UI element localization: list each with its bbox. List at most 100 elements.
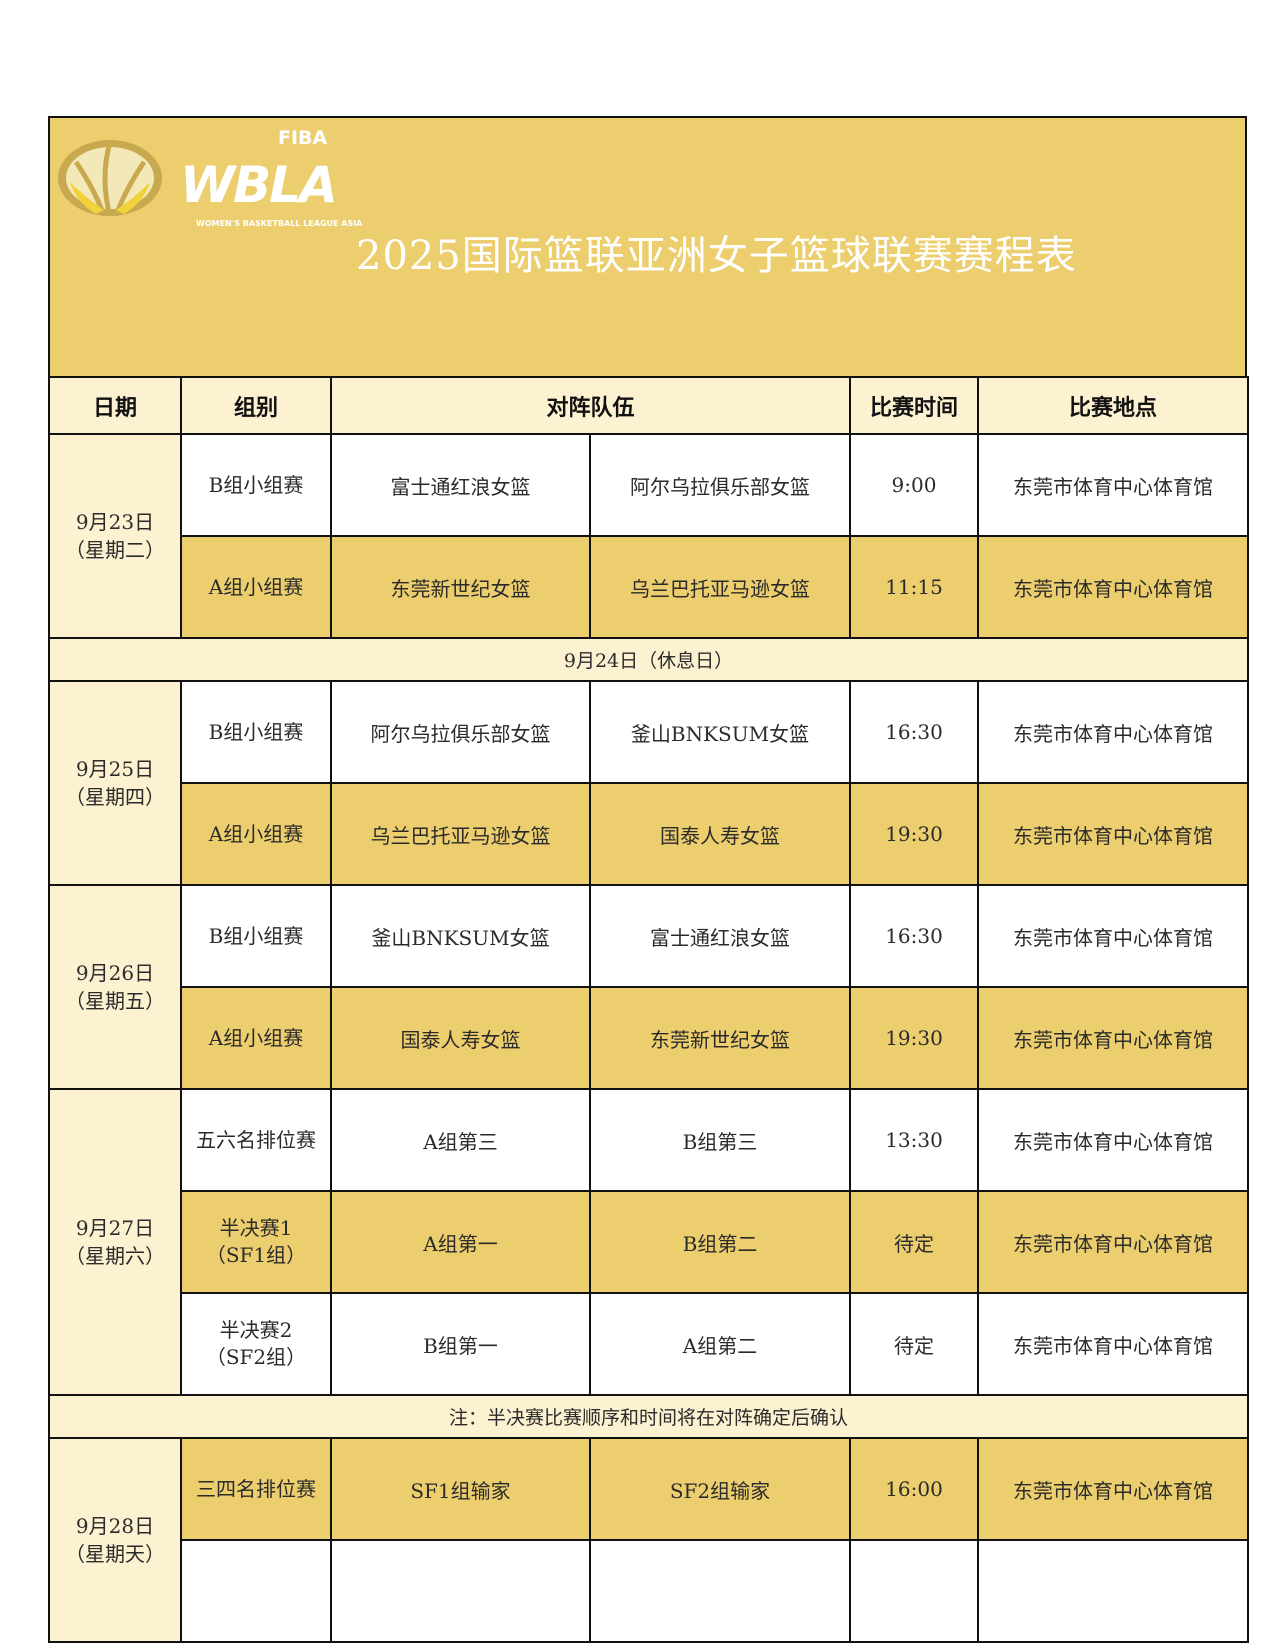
header-row: 日期 组别 对阵队伍 比赛时间 比赛地点 [48,376,1250,435]
time-cell: 16:00 [849,1437,980,1541]
time-cell: 16:30 [849,680,980,784]
date-cell: 9月23日 （星期二） [48,433,182,639]
stage-cell: B组小组赛 [180,433,332,537]
weekday-text: （星期四） [65,785,165,809]
team2-cell: B组第三 [588,1088,852,1192]
match-row: 9月27日 （星期六） 五六名排位赛 A组第三 B组第三 13:30 东莞市体育中心体育馆 [48,1088,1250,1396]
weekday-text: （星期六） [65,1244,165,1268]
stage-text: 半决赛2 [219,1318,293,1342]
team1-cell: 阿尔乌拉俱乐部女篮 [330,680,591,784]
stage-cell: A组小组赛 [180,535,332,639]
stage-text: A组小组赛 [208,821,304,846]
stage-text: 半决赛1 [219,1216,293,1240]
date-cell: 9月26日 （星期五） [48,884,182,1090]
date-cell: 9月27日 （星期六） [48,1088,182,1396]
team1-cell: A组第一 [330,1190,591,1294]
venue-cell: 东莞市体育中心体育馆 [977,1292,1250,1396]
weekday-text: （星期天） [65,1542,165,1566]
time-cell: 19:30 [849,782,980,886]
stage-text: A组小组赛 [208,574,304,599]
note-text: 注：半决赛比赛顺序和时间将在对阵确定后确认 [47,1394,1250,1439]
stage-text: B组小组赛 [208,472,304,497]
header-group: 组别 [180,376,332,435]
date-text: 9月28日 [75,1514,155,1538]
stage-text: 三四名排位赛 [196,1476,316,1501]
venue-cell: 东莞市体育中心体育馆 [977,884,1250,988]
venue-cell [977,1539,1250,1643]
stage-cell [180,1539,332,1643]
team2-cell: 釜山BNKSUM女篮 [588,680,852,784]
wbla-logo: FIBA WBLA WOMEN'S BASKETBALL LEAGUE ASIA [58,127,363,228]
time-cell [849,1539,980,1643]
note-text: 9月24日（休息日） [47,637,1250,682]
title-banner: FIBA WBLA WOMEN'S BASKETBALL LEAGUE ASIA… [48,116,1247,376]
stage-cell: 五六名排位赛 [180,1088,332,1192]
match-row: A组小组赛 东莞新世纪女篮 乌兰巴托亚马逊女篮 11:15 东莞市体育中心体育馆 [49,535,1250,639]
team1-cell: A组第三 [330,1088,591,1192]
schedule-sheet: FIBA WBLA WOMEN'S BASKETBALL LEAGUE ASIA… [47,116,1250,1643]
stage-text: （SF1组） [205,1243,307,1267]
stage-cell: 半决赛2 （SF2组） [180,1292,332,1396]
svg-text:WOMEN'S BASKETBALL LEAGUE ASIA: WOMEN'S BASKETBALL LEAGUE ASIA [196,219,363,228]
venue-cell: 东莞市体育中心体育馆 [977,1190,1250,1294]
match-row: 半决赛1 （SF1组） A组第一 B组第二 待定 东莞市体育中心体育馆 [49,1190,1250,1294]
team2-cell: 乌兰巴托亚马逊女篮 [588,535,852,639]
venue-cell: 东莞市体育中心体育馆 [977,535,1250,639]
team2-cell: 国泰人寿女篮 [588,782,852,886]
date-text: 9月23日 [75,510,155,534]
weekday-text: （星期二） [65,538,165,562]
time-cell: 13:30 [849,1088,980,1192]
team1-cell: 釜山BNKSUM女篮 [330,884,591,988]
note-row: 9月24日（休息日） [47,637,1250,682]
time-cell: 9:00 [849,433,980,537]
stage-text: A组小组赛 [208,1025,304,1050]
venue-cell: 东莞市体育中心体育馆 [977,1437,1250,1541]
match-row: A组小组赛 国泰人寿女篮 东莞新世纪女篮 19:30 东莞市体育中心体育馆 [49,986,1250,1090]
time-cell: 11:15 [849,535,980,639]
date-cell: 9月28日 （星期天） [48,1437,182,1643]
team1-cell: B组第一 [330,1292,591,1396]
match-row: A组小组赛 乌兰巴托亚马逊女篮 国泰人寿女篮 19:30 东莞市体育中心体育馆 [49,782,1250,886]
match-row [49,1539,1250,1643]
schedule-table: 日期 组别 对阵队伍 比赛时间 比赛地点 9月23日 （星期二） B组小组赛 富士通红… [47,376,1250,1643]
match-row: 9月23日 （星期二） B组小组赛 富士通红浪女篮 阿尔乌拉俱乐部女篮 9:00 东莞市体育… [48,433,1250,639]
stage-cell: A组小组赛 [180,782,332,886]
match-row: 9月28日 （星期天） 三四名排位赛 SF1组输家 SF2组输家 16:00 东莞市体育中心… [48,1437,1250,1643]
team1-cell: 富士通红浪女篮 [330,433,591,537]
team2-cell: 东莞新世纪女篮 [588,986,852,1090]
header-venue: 比赛地点 [977,376,1250,435]
stage-text: B组小组赛 [208,719,304,744]
time-cell: 待定 [849,1292,980,1396]
stage-cell: 三四名排位赛 [180,1437,332,1541]
svg-text:FIBA: FIBA [278,127,328,149]
stage-cell: B组小组赛 [180,884,332,988]
date-text: 9月26日 [75,961,155,985]
stage-cell: B组小组赛 [180,680,332,784]
venue-cell: 东莞市体育中心体育馆 [977,986,1250,1090]
match-row: 半决赛2 （SF2组） B组第一 A组第二 待定 东莞市体育中心体育馆 [49,1292,1250,1396]
page-title: 2025国际篮联亚洲女子篮球联赛赛程表 [356,233,1077,279]
team1-cell: SF1组输家 [330,1437,591,1541]
svg-text:WBLA: WBLA [180,156,336,214]
venue-cell: 东莞市体育中心体育馆 [977,680,1250,784]
time-cell: 19:30 [849,986,980,1090]
stage-cell: 半决赛1 （SF1组） [180,1190,332,1294]
stage-text: （SF2组） [205,1345,307,1369]
team1-cell: 国泰人寿女篮 [330,986,591,1090]
match-row: 9月26日 （星期五） B组小组赛 釜山BNKSUM女篮 富士通红浪女篮 16:30 东莞市… [48,884,1250,1090]
date-text: 9月27日 [75,1216,155,1240]
stage-text: 五六名排位赛 [196,1127,316,1152]
team1-cell: 乌兰巴托亚马逊女篮 [330,782,591,886]
header-teams: 对阵队伍 [329,376,852,435]
match-row: 9月25日 （星期四） B组小组赛 阿尔乌拉俱乐部女篮 釜山BNKSUM女篮 16:30 东… [48,680,1250,886]
weekday-text: （星期五） [65,989,165,1013]
note-row: 注：半决赛比赛顺序和时间将在对阵确定后确认 [47,1394,1250,1439]
time-cell: 16:30 [849,884,980,988]
team1-cell [330,1539,591,1643]
time-cell: 待定 [849,1190,980,1294]
header-time: 比赛时间 [849,376,980,435]
stage-cell: A组小组赛 [180,986,332,1090]
team2-cell: B组第二 [588,1190,852,1294]
team2-cell: 阿尔乌拉俱乐部女篮 [588,433,852,537]
venue-cell: 东莞市体育中心体育馆 [977,433,1250,537]
